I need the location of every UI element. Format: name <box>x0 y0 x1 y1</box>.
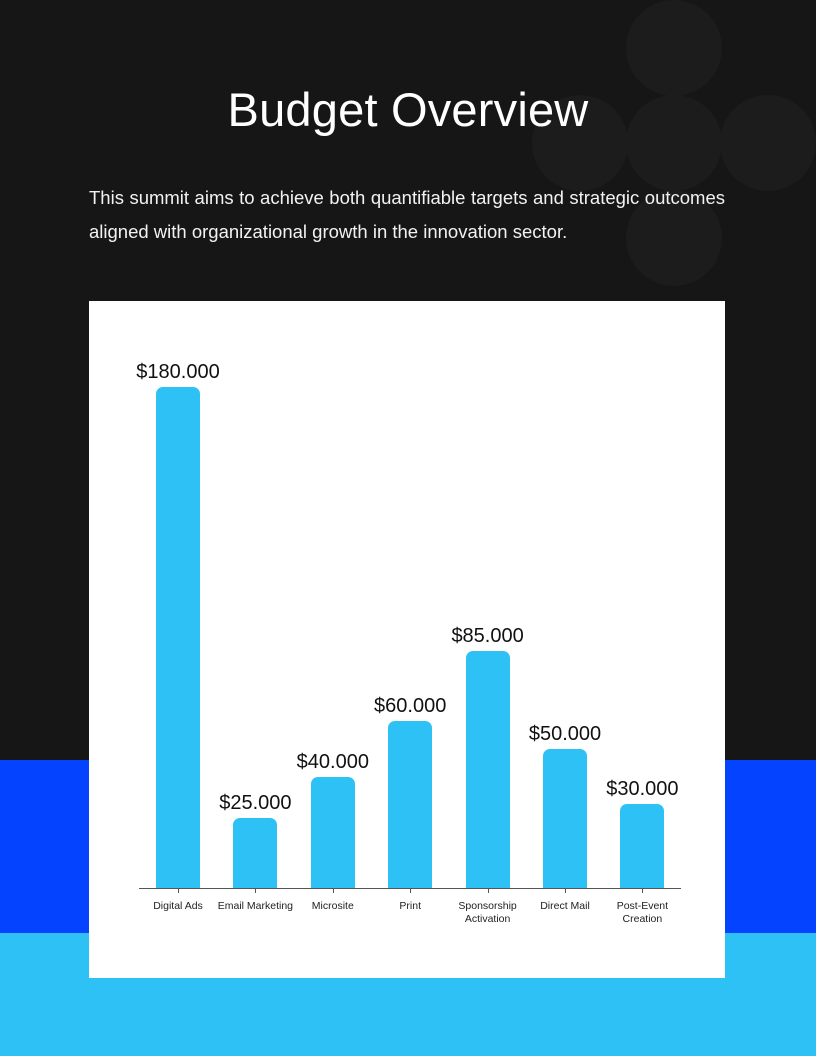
bar-2 <box>310 777 355 888</box>
x-axis-category-label: Email Marketing <box>210 900 300 913</box>
bar-1 <box>233 818 278 888</box>
bar-value-label: $40.000 <box>296 751 369 773</box>
x-axis-category-label: Print <box>365 900 455 913</box>
bar-4 <box>465 651 510 888</box>
x-axis-category-label: Microsite <box>288 900 378 913</box>
x-axis-tick <box>333 889 334 893</box>
category-label-line1: Sponsorship <box>458 900 517 912</box>
x-axis-category-label: Direct Mail <box>520 900 610 913</box>
x-axis-line <box>139 888 681 889</box>
bar-0 <box>156 387 200 888</box>
x-axis-tick <box>255 889 256 893</box>
category-label-line1: Direct Mail <box>540 900 590 912</box>
decorative-circle-top <box>626 0 722 96</box>
category-label-line1: Digital Ads <box>153 900 203 912</box>
bar-value-label: $30.000 <box>606 778 679 800</box>
bar-5 <box>543 749 587 888</box>
page-title: Budget Overview <box>227 83 589 136</box>
category-label-line1: Post-Event <box>616 900 669 912</box>
category-label-line1: Email Marketing <box>217 900 294 912</box>
x-axis-category-label: Post-Event Creation <box>597 900 687 926</box>
bar-value-label: $60.000 <box>374 695 447 717</box>
x-axis-category-label: Sponsorship Activation <box>443 900 533 926</box>
decorative-circle-right <box>720 95 816 191</box>
intro-paragraph: This summit aims to achieve both quantif… <box>89 187 725 242</box>
bar-value-label: $50.000 <box>528 723 602 745</box>
x-axis-tick <box>410 889 411 893</box>
bar-3 <box>388 721 433 888</box>
bar-value-label: $85.000 <box>451 625 524 647</box>
x-axis-tick <box>178 889 179 893</box>
x-axis-category-label: Digital Ads <box>133 900 223 913</box>
bar-value-label: $180.000 <box>136 361 220 383</box>
bar-6 <box>620 804 665 888</box>
bar-value-label: $25.000 <box>219 792 292 814</box>
x-axis-tick <box>642 889 643 893</box>
x-axis-tick <box>565 889 566 893</box>
category-label-line1: Microsite <box>311 900 354 912</box>
decorative-circle-center <box>626 95 722 191</box>
x-axis-tick <box>488 889 489 893</box>
category-label-line2: Creation <box>622 913 663 925</box>
decorative-circle-bottom <box>626 190 722 286</box>
category-label-line2: Activation <box>464 913 511 925</box>
decorative-circle-left <box>532 95 628 191</box>
category-label-line1: Print <box>399 900 421 912</box>
